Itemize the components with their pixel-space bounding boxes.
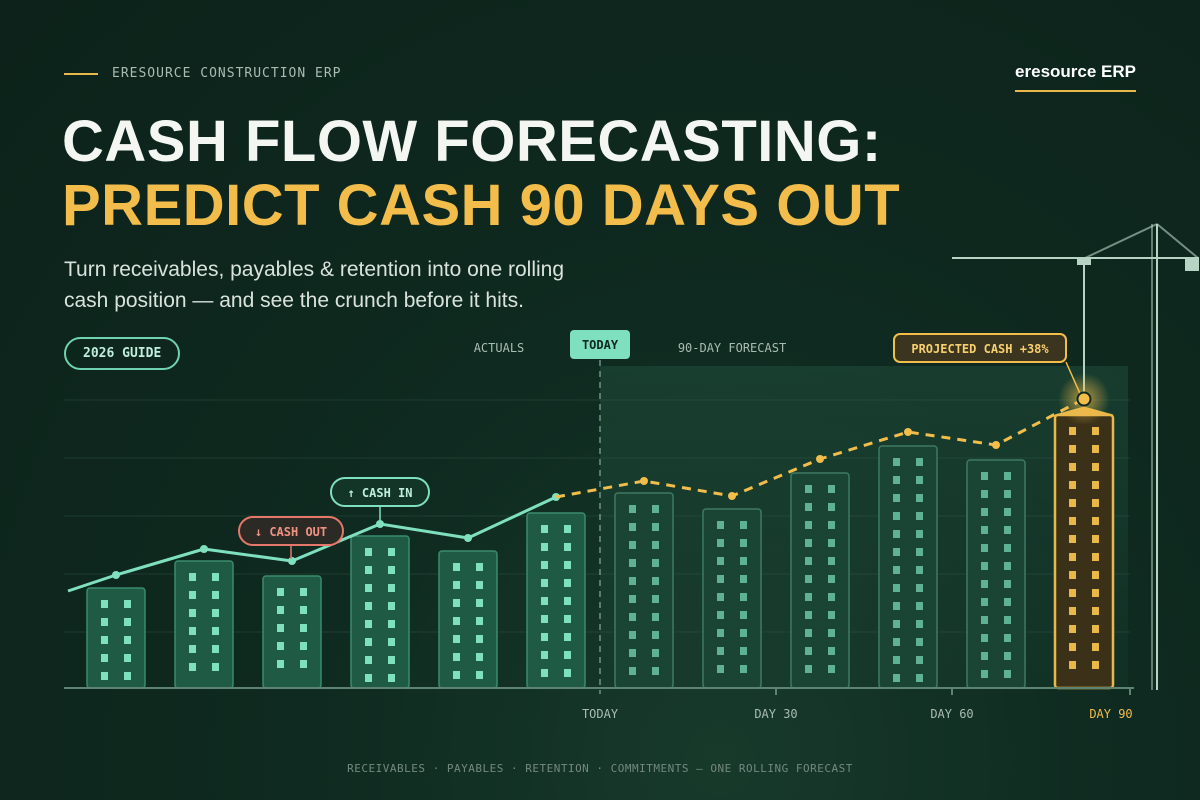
eyebrow: ERESOURCE CONSTRUCTION ERP: [64, 66, 342, 81]
bar-5: [438, 550, 498, 689]
crane-illustration: [952, 223, 1199, 690]
bar-4: [350, 535, 410, 689]
forecast-point: [992, 441, 1000, 449]
guide-badge[interactable]: 2026 GUIDE: [64, 337, 181, 370]
subtitle: Turn receivables, payables & retention i…: [64, 254, 624, 316]
projected-marker: [1076, 391, 1092, 407]
legend-forecast: 90-DAY FORECAST: [678, 341, 786, 355]
cash-out-callout: ↓ CASH OUT: [238, 516, 344, 559]
actuals-point: [112, 571, 120, 579]
projected-leader: [1065, 361, 1083, 399]
title-line-1: CASH FLOW FORECASTING:: [62, 109, 882, 174]
title-line-2: PREDICT CASH 90 DAYS OUT: [62, 173, 901, 238]
subtitle-line-2: cash position — and see the crunch befor…: [64, 289, 524, 312]
actuals-point: [200, 545, 208, 553]
projected-label: PROJECTED CASH +38%: [911, 342, 1049, 356]
actuals-point: [376, 520, 384, 528]
forecast-point: [640, 477, 648, 485]
cash-in-callout: ↑ CASH IN: [330, 477, 430, 520]
today-label: TODAY: [582, 338, 619, 352]
forecast-point: [728, 492, 736, 500]
subtitle-line-1: Turn receivables, payables & retention i…: [64, 258, 565, 281]
bar-6: [526, 512, 586, 689]
bar-8: [702, 508, 762, 689]
x-tick-day60: DAY 60: [930, 707, 973, 721]
x-tick-day90: DAY 90: [1089, 707, 1132, 721]
projected-callout: PROJECTED CASH +38%: [893, 333, 1067, 363]
bar-10: [878, 445, 938, 689]
lines: [67, 397, 1085, 593]
axis-ticks: [775, 688, 1131, 695]
footer-tagline: RECEIVABLES · PAYABLES · RETENTION · COM…: [347, 762, 853, 775]
forecast-point: [816, 455, 824, 463]
bar-7: [614, 492, 674, 689]
brand-logo[interactable]: eresource ERP: [1015, 62, 1136, 92]
forecast-region: [600, 366, 1128, 688]
legend-actuals: ACTUALS: [474, 341, 525, 355]
actuals-point: [464, 534, 472, 542]
bar-3: [262, 575, 322, 689]
bar-2: [174, 560, 234, 689]
bar-11: [966, 459, 1026, 689]
bars: [86, 406, 1115, 690]
gridlines: [64, 399, 1130, 633]
bar-9: [790, 472, 850, 689]
today-pill: [570, 330, 630, 359]
x-tick-day30: DAY 30: [754, 707, 797, 721]
cash-out-label: ↓ CASH OUT: [255, 525, 327, 539]
bar-1: [86, 587, 146, 689]
eyebrow-text: ERESOURCE CONSTRUCTION ERP: [112, 66, 342, 81]
x-tick-today: TODAY: [582, 707, 619, 721]
cash-in-label: ↑ CASH IN: [347, 486, 412, 500]
actuals-point: [288, 557, 296, 565]
forecast-point: [904, 428, 912, 436]
eyebrow-rule: [64, 72, 98, 75]
bar-12: [1053, 406, 1115, 690]
